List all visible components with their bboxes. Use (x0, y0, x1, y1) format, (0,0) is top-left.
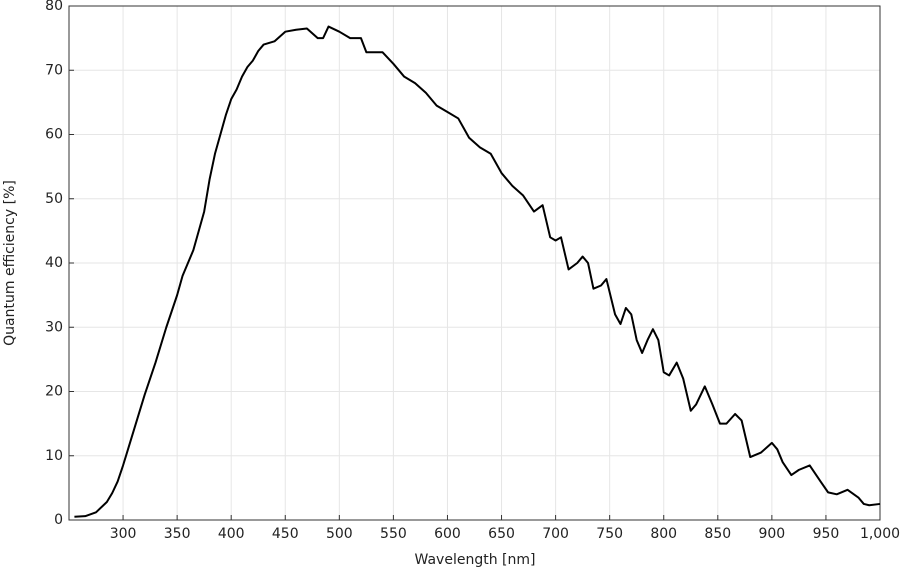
y-axis-label: Quantum efficiency [%] (2, 180, 18, 346)
x-tick-label: 900 (758, 526, 785, 542)
x-tick-label: 650 (488, 526, 515, 542)
y-tick-label: 30 (45, 319, 63, 335)
x-axis-label: Wavelength [nm] (415, 552, 536, 568)
y-tick-label: 20 (45, 384, 63, 400)
x-tick-label: 1,000 (860, 526, 900, 542)
x-tick-label: 500 (326, 526, 353, 542)
x-tick-label: 300 (110, 526, 137, 542)
y-tick-label: 40 (45, 255, 63, 271)
plot-frame (68, 5, 881, 521)
x-tick-label: 850 (704, 526, 731, 542)
y-tick-label: 60 (45, 127, 63, 143)
y-tick-label: 80 (45, 0, 63, 14)
x-tick-label: 450 (272, 526, 299, 542)
y-tick-label: 10 (45, 448, 63, 464)
data-line (74, 25, 881, 518)
x-tick-label: 550 (380, 526, 407, 542)
x-tick-label: 400 (218, 526, 245, 542)
x-tick-label: 950 (813, 526, 840, 542)
x-tick-label: 800 (650, 526, 677, 542)
x-tick-label: 600 (434, 526, 461, 542)
y-tick-label: 50 (45, 191, 63, 207)
y-tick-label: 70 (45, 62, 63, 78)
x-tick-label: 700 (542, 526, 569, 542)
y-tick-label: 0 (54, 512, 63, 528)
x-tick-label: 750 (596, 526, 623, 542)
x-tick-label: 350 (164, 526, 191, 542)
